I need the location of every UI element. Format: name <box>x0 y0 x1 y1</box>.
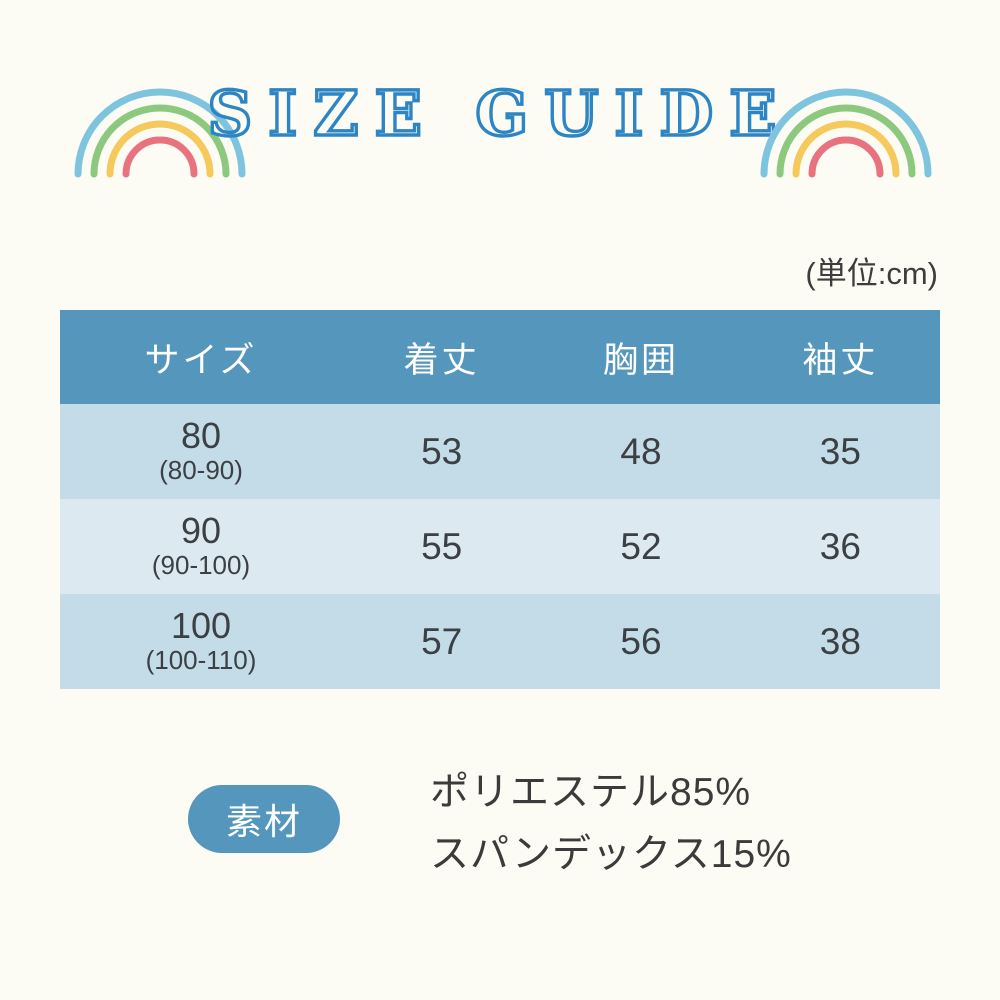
size-value: 80 <box>180 415 222 457</box>
cell-length: 53 <box>342 404 542 499</box>
size-range: (100-110) <box>145 644 257 675</box>
cell-size: 100 (100-110) <box>60 594 342 689</box>
material-line: ポリエステル85% <box>430 771 752 814</box>
page-title: SIZE GUIDE <box>206 75 793 151</box>
cell-sleeve: 36 <box>740 499 940 594</box>
cell-chest: 48 <box>541 404 741 499</box>
cell-size: 80 (80-90) <box>60 404 342 499</box>
material-badge: 素材 <box>188 785 340 853</box>
cell-sleeve: 38 <box>740 594 940 689</box>
cell-length: 57 <box>342 594 542 689</box>
size-cell: 80 (80-90) <box>60 417 342 486</box>
rainbow-left-icon <box>66 70 254 178</box>
unit-note: (単位:cm) <box>805 256 938 291</box>
table-row: 100 (100-110) 57 56 38 <box>60 594 940 689</box>
cell-size: 90 (90-100) <box>60 499 342 594</box>
size-cell: 100 (100-110) <box>60 607 342 676</box>
rainbow-right-icon <box>752 70 940 178</box>
size-cell: 90 (90-100) <box>60 512 342 581</box>
column-header-sleeve: 袖丈 <box>740 310 940 404</box>
size-value: 90 <box>180 510 222 552</box>
cell-chest: 52 <box>541 499 741 594</box>
header-area: SIZE GUIDE <box>0 58 1000 188</box>
column-header-chest: 胸囲 <box>541 310 741 404</box>
table-row: 90 (90-100) 55 52 36 <box>60 499 940 594</box>
size-value: 100 <box>170 605 232 647</box>
cell-chest: 56 <box>541 594 741 689</box>
table-header-row: サイズ 着丈 胸囲 袖丈 <box>60 310 940 404</box>
table-body: 80 (80-90) 53 48 35 90 (90-100) 55 52 36 <box>60 404 940 689</box>
column-header-size: サイズ <box>60 310 342 404</box>
material-lines: ポリエステル85% スパンデックス15% <box>430 762 792 886</box>
column-header-length: 着丈 <box>342 310 542 404</box>
table-header: サイズ 着丈 胸囲 袖丈 <box>60 310 940 404</box>
table-row: 80 (80-90) 53 48 35 <box>60 404 940 499</box>
cell-length: 55 <box>342 499 542 594</box>
size-range: (80-90) <box>159 454 243 485</box>
size-range: (90-100) <box>151 549 251 580</box>
size-table: サイズ 着丈 胸囲 袖丈 80 (80-90) 53 48 35 <box>60 310 940 689</box>
cell-sleeve: 35 <box>740 404 940 499</box>
material-line: スパンデックス15% <box>430 833 792 876</box>
material-section: 素材 ポリエステル85% スパンデックス15% <box>0 762 1000 892</box>
